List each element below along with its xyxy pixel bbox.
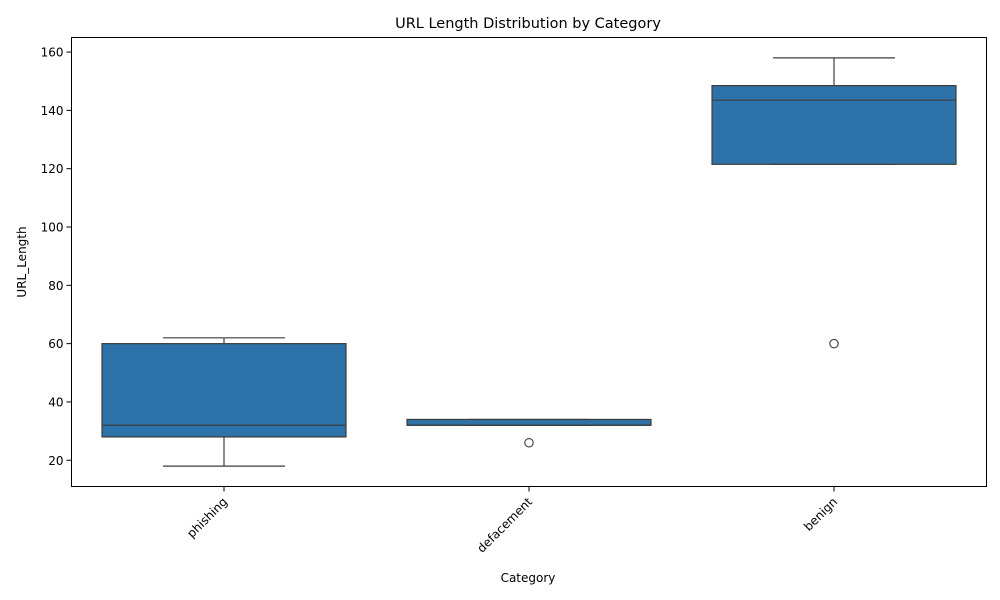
iqr-box-benign	[711, 85, 957, 165]
plot-area	[101, 57, 957, 467]
box-defacement	[406, 418, 652, 448]
x-axis-label: Category	[501, 571, 556, 585]
x-axis-ticks: phishing defacement benign	[184, 486, 840, 556]
y-tick-label: 120	[41, 162, 64, 176]
iqr-box-defacement	[406, 418, 652, 426]
y-tick-label: 160	[41, 46, 64, 60]
x-tick-label-defacement: defacement	[474, 495, 535, 556]
y-tick-label: 100	[41, 221, 64, 235]
chart-title: URL Length Distribution by Category	[395, 16, 661, 32]
iqr-box-phishing	[101, 343, 347, 438]
box-phishing	[101, 337, 347, 467]
y-tick-label: 80	[48, 279, 63, 293]
y-axis-ticks: 20 40 60 80 100 120 140 160	[41, 46, 72, 468]
x-tick-label-benign: benign	[801, 495, 840, 534]
x-tick-label-phishing: phishing	[184, 495, 230, 541]
y-tick-label: 140	[41, 104, 64, 118]
y-tick-label: 20	[48, 454, 63, 468]
outlier-point-defacement	[524, 438, 534, 448]
y-tick-label: 40	[48, 395, 63, 409]
outlier-point-benign	[829, 338, 839, 349]
box-benign	[711, 57, 957, 349]
y-axis-label: URL_Length	[15, 226, 29, 297]
y-tick-label: 60	[48, 337, 63, 351]
